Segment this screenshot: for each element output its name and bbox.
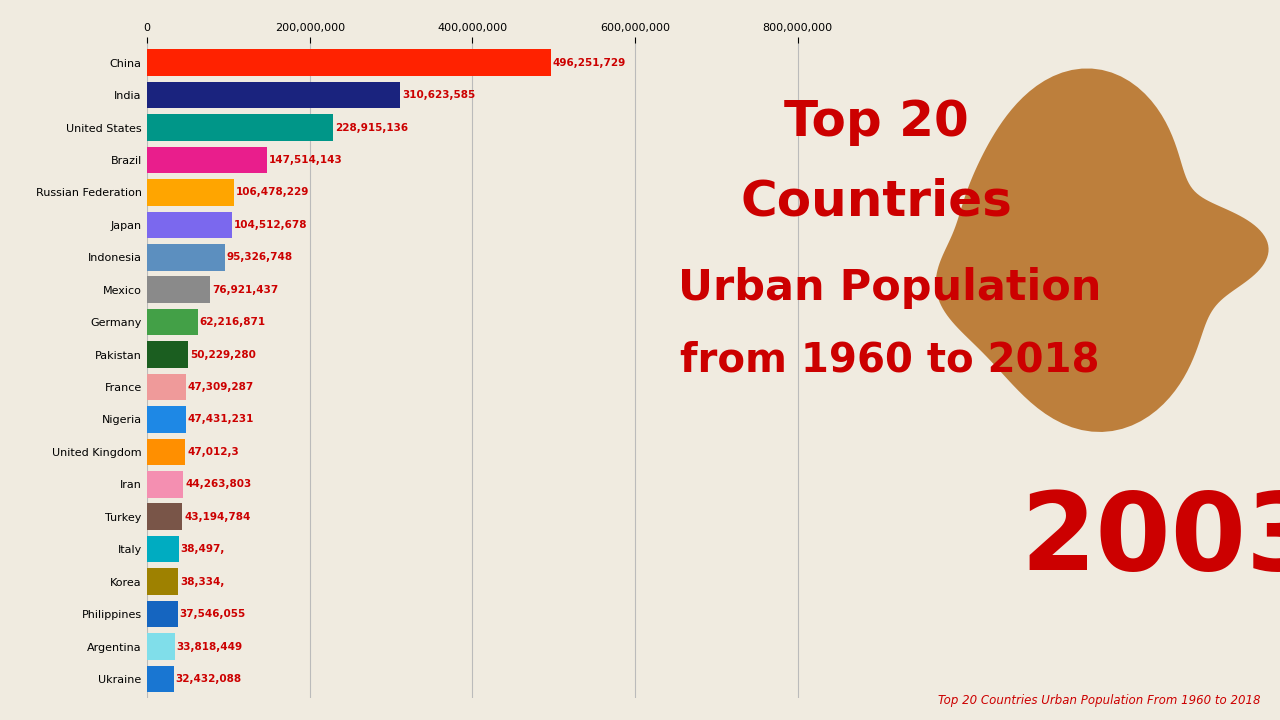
Text: Urban Population: Urban Population — [678, 267, 1101, 309]
Bar — [147, 374, 186, 400]
Bar — [147, 276, 210, 303]
Text: 228,915,136: 228,915,136 — [335, 122, 408, 132]
Bar — [147, 244, 225, 271]
Text: 2003: 2003 — [1020, 487, 1280, 593]
Text: 104,512,678: 104,512,678 — [234, 220, 307, 230]
Text: Top 20: Top 20 — [785, 99, 969, 146]
Text: 38,497,: 38,497, — [180, 544, 225, 554]
Bar — [147, 471, 183, 498]
Bar — [147, 406, 186, 433]
Bar — [147, 665, 174, 692]
Text: Top 20 Countries Urban Population From 1960 to 2018: Top 20 Countries Urban Population From 1… — [938, 694, 1261, 707]
Text: 47,309,287: 47,309,287 — [188, 382, 253, 392]
Bar — [147, 568, 178, 595]
Text: 47,012,3: 47,012,3 — [187, 447, 239, 457]
Text: 37,546,055: 37,546,055 — [179, 609, 246, 619]
Bar — [147, 212, 232, 238]
Text: from 1960 to 2018: from 1960 to 2018 — [680, 340, 1100, 380]
Bar — [147, 600, 178, 627]
Text: 33,818,449: 33,818,449 — [177, 642, 243, 652]
Text: 43,194,784: 43,194,784 — [184, 512, 251, 522]
Bar — [147, 341, 188, 368]
Bar — [147, 179, 234, 206]
Text: 44,263,803: 44,263,803 — [186, 480, 251, 490]
Text: 496,251,729: 496,251,729 — [553, 58, 626, 68]
Bar — [147, 633, 174, 660]
Text: 62,216,871: 62,216,871 — [200, 317, 266, 327]
Bar — [147, 50, 550, 76]
Text: 147,514,143: 147,514,143 — [269, 155, 343, 165]
Bar — [147, 536, 178, 562]
Text: 95,326,748: 95,326,748 — [227, 252, 293, 262]
Text: 32,432,088: 32,432,088 — [175, 674, 242, 684]
Bar — [147, 438, 186, 465]
Text: 310,623,585: 310,623,585 — [402, 90, 475, 100]
Bar — [147, 503, 182, 530]
Text: 50,229,280: 50,229,280 — [189, 350, 256, 359]
Bar — [147, 114, 333, 141]
Bar — [147, 147, 268, 174]
Text: 38,334,: 38,334, — [180, 577, 225, 587]
Bar — [147, 82, 399, 109]
Text: 76,921,437: 76,921,437 — [211, 284, 278, 294]
Text: 106,478,229: 106,478,229 — [236, 187, 310, 197]
Polygon shape — [936, 68, 1268, 432]
Text: 47,431,231: 47,431,231 — [188, 415, 255, 425]
Bar — [147, 309, 198, 336]
Text: Countries: Countries — [741, 178, 1012, 225]
